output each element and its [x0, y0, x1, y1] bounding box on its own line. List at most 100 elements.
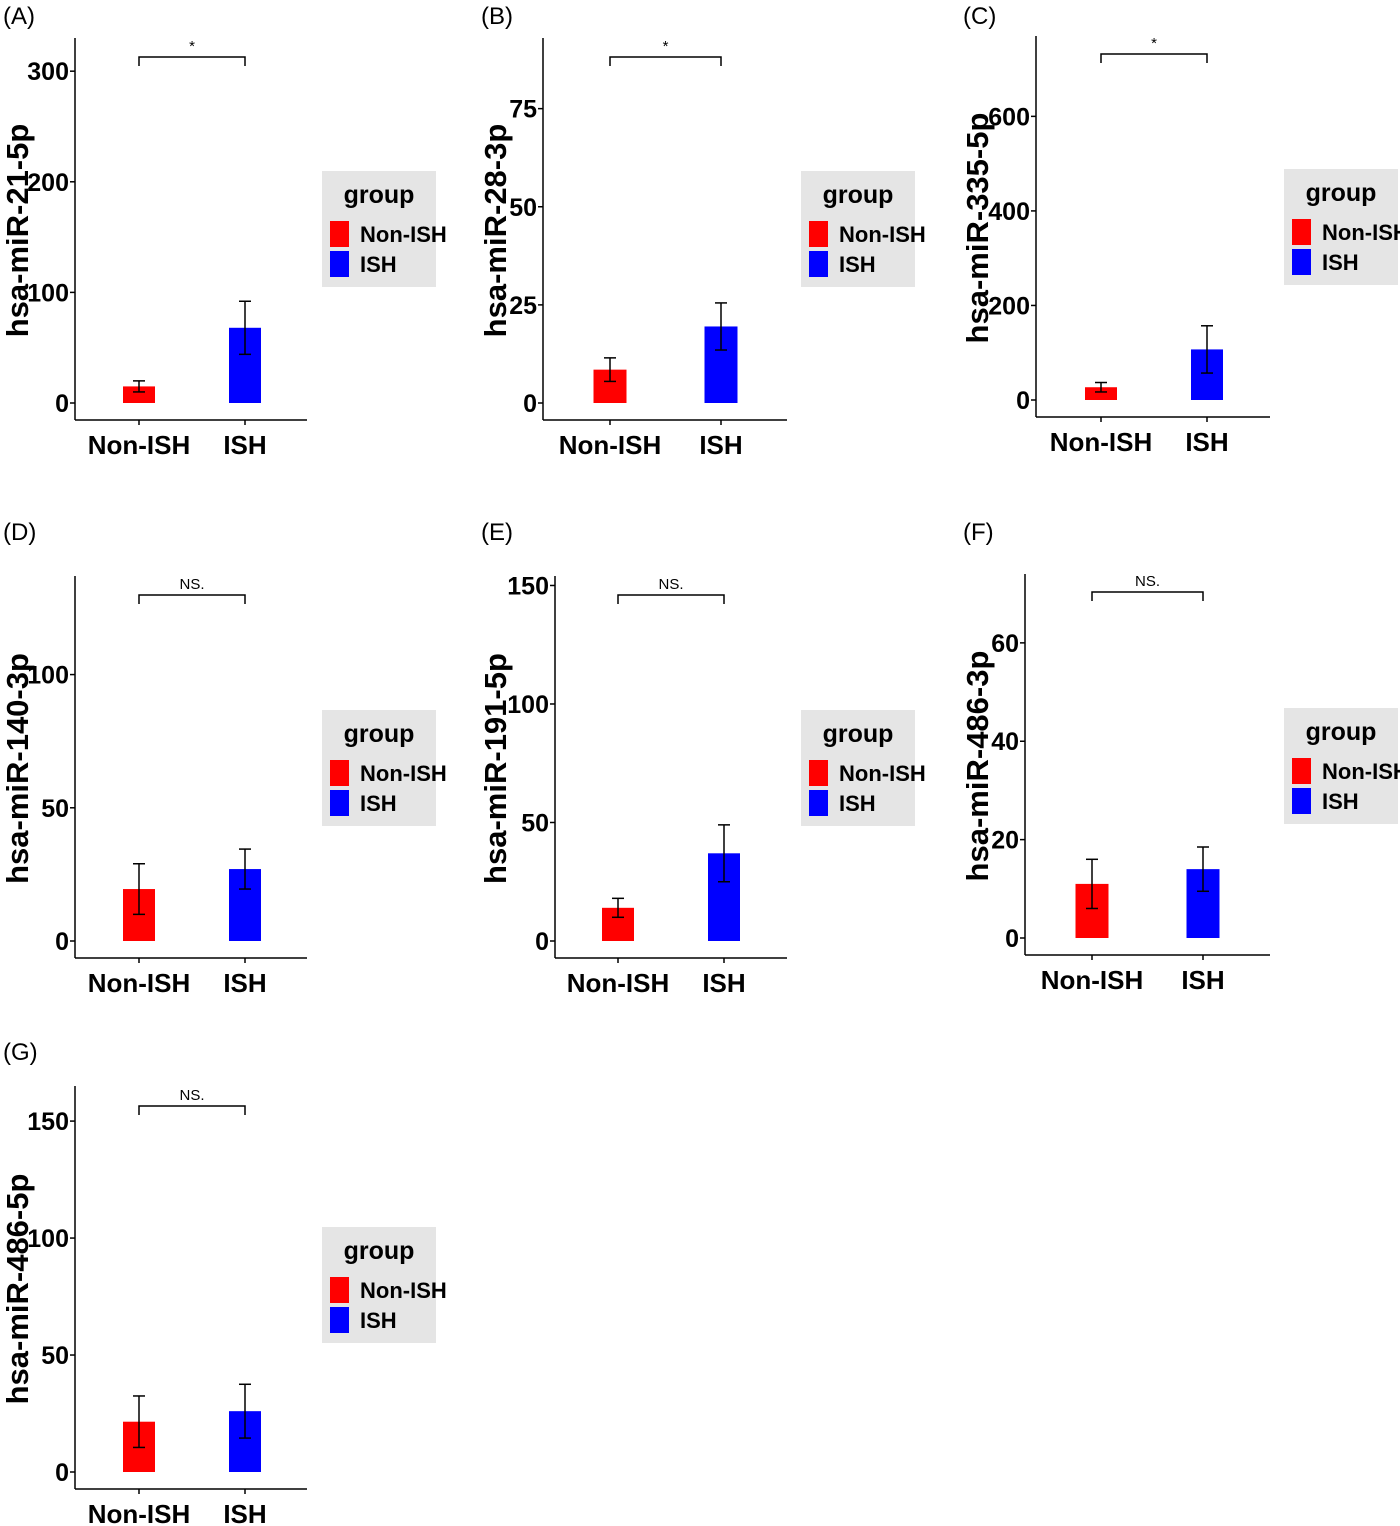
- significance-label: NS.: [658, 576, 683, 593]
- y-tick-label: 50: [521, 809, 549, 837]
- legend-label: Non-ISH: [360, 761, 447, 786]
- y-tick-label: 100: [507, 691, 549, 719]
- legend: group Non-ISH ISH: [322, 1227, 447, 1343]
- y-tick-label: 50: [41, 795, 69, 823]
- y-tick-label: 75: [509, 96, 537, 124]
- y-tick-label: 200: [988, 292, 1030, 320]
- x-tick-label: Non-ISH: [567, 968, 670, 998]
- legend-title: group: [1306, 179, 1377, 207]
- significance-bracket: [1100, 53, 1208, 63]
- chart-panel: (E) hsa-miR-191-5p 0 50 100 150 Non-ISH ISH NS. g…: [478, 519, 926, 998]
- y-tick-label: 0: [1016, 387, 1030, 415]
- y-tick-label: 100: [27, 1225, 69, 1253]
- x-tick-label: Non-ISH: [1050, 427, 1153, 457]
- legend: group Non-ISH ISH: [1284, 708, 1400, 824]
- legend-title: group: [823, 720, 894, 748]
- y-axis-title: hsa-miR-486-5p: [0, 1174, 35, 1405]
- legend-swatch: [809, 251, 828, 277]
- legend-title: group: [823, 181, 894, 209]
- panel-label: (E): [481, 519, 513, 546]
- y-axis-title: hsa-miR-191-5p: [478, 653, 513, 884]
- legend-swatch: [1292, 249, 1311, 275]
- panel-label: (D): [3, 519, 36, 546]
- legend-label: Non-ISH: [839, 761, 926, 786]
- y-tick-label: 150: [27, 1108, 69, 1136]
- legend-swatch: [330, 221, 349, 247]
- legend: group Non-ISH ISH: [1284, 169, 1400, 285]
- legend: group Non-ISH ISH: [322, 171, 447, 287]
- y-tick-label: 200: [27, 169, 69, 197]
- legend-swatch: [809, 790, 828, 816]
- significance-bracket: [138, 56, 246, 66]
- legend-title: group: [344, 720, 415, 748]
- chart-panel: (F) hsa-miR-486-3p 0 20 40 60 Non-ISH ISH NS. gro…: [960, 519, 1400, 995]
- y-tick-label: 300: [27, 58, 69, 86]
- y-tick-label: 60: [991, 630, 1019, 658]
- y-tick-label: 50: [509, 194, 537, 222]
- significance-label: NS.: [179, 576, 204, 593]
- x-tick-label: ISH: [702, 968, 745, 998]
- legend: group Non-ISH ISH: [322, 710, 447, 826]
- chart-panel: (G) hsa-miR-486-5p 0 50 100 150 Non-ISH ISH NS. g…: [0, 1039, 447, 1526]
- chart-panel: (A) hsa-miR-21-5p 0 100 200 300 Non-ISH ISH * gro…: [0, 3, 447, 460]
- legend-label: ISH: [360, 252, 397, 277]
- y-tick-label: 0: [523, 390, 537, 418]
- panel-label: (C): [963, 3, 996, 30]
- chart-panel: (B) hsa-miR-28-3p 0 25 50 75 Non-ISH ISH * group N…: [478, 3, 926, 460]
- legend-swatch: [330, 760, 349, 786]
- y-tick-label: 50: [41, 1342, 69, 1370]
- significance-label: *: [663, 38, 669, 55]
- y-axis-title: hsa-miR-28-3p: [478, 124, 513, 338]
- y-axis-title: hsa-miR-140-3p: [0, 653, 35, 884]
- legend-label: Non-ISH: [360, 1278, 447, 1303]
- x-tick-label: Non-ISH: [559, 430, 662, 460]
- x-tick-label: ISH: [1185, 427, 1228, 457]
- chart-panel: (D) hsa-miR-140-3p 0 50 100 Non-ISH ISH NS. grou…: [0, 519, 447, 998]
- y-axis-title: hsa-miR-486-3p: [960, 651, 995, 882]
- y-tick-label: 600: [988, 103, 1030, 131]
- significance-label: NS.: [1135, 573, 1160, 590]
- y-tick-label: 40: [991, 728, 1019, 756]
- significance-label: *: [1151, 35, 1157, 52]
- legend-label: ISH: [360, 791, 397, 816]
- significance-label: *: [189, 38, 195, 55]
- significance-label: NS.: [179, 1087, 204, 1104]
- legend-swatch: [809, 221, 828, 247]
- y-tick-label: 20: [991, 827, 1019, 855]
- legend-title: group: [344, 181, 415, 209]
- legend-label: Non-ISH: [839, 222, 926, 247]
- x-tick-label: Non-ISH: [88, 1499, 191, 1526]
- legend-label: ISH: [839, 252, 876, 277]
- y-axis-title: hsa-miR-21-5p: [0, 124, 35, 338]
- x-tick-label: ISH: [699, 430, 742, 460]
- y-tick-label: 400: [988, 198, 1030, 226]
- panel-label: (G): [3, 1039, 38, 1066]
- x-tick-label: ISH: [1181, 965, 1224, 995]
- x-tick-label: Non-ISH: [88, 430, 191, 460]
- y-tick-label: 100: [27, 279, 69, 307]
- y-tick-label: 0: [55, 928, 69, 956]
- y-tick-label: 0: [535, 928, 549, 956]
- legend-swatch: [1292, 788, 1311, 814]
- y-axis-title: hsa-miR-335-5p: [960, 113, 995, 344]
- legend: group Non-ISH ISH: [801, 171, 926, 287]
- legend-label: Non-ISH: [360, 222, 447, 247]
- significance-bracket: [617, 594, 725, 604]
- y-tick-label: 0: [1005, 925, 1019, 953]
- y-tick-label: 0: [55, 390, 69, 418]
- significance-bracket: [138, 594, 246, 604]
- y-tick-label: 100: [27, 662, 69, 690]
- y-tick-label: 0: [55, 1459, 69, 1487]
- chart-panel: (C) hsa-miR-335-5p 0 200 400 600 Non-ISH ISH * gr…: [960, 3, 1400, 457]
- x-tick-label: ISH: [223, 968, 266, 998]
- legend-title: group: [1306, 718, 1377, 746]
- legend-swatch: [1292, 219, 1311, 245]
- significance-bracket: [1091, 591, 1204, 601]
- bar: [123, 386, 155, 403]
- bar: [1085, 387, 1117, 400]
- x-tick-label: ISH: [223, 1499, 266, 1526]
- legend-label: ISH: [360, 1308, 397, 1333]
- legend-title: group: [344, 1237, 415, 1265]
- legend-swatch: [330, 1307, 349, 1333]
